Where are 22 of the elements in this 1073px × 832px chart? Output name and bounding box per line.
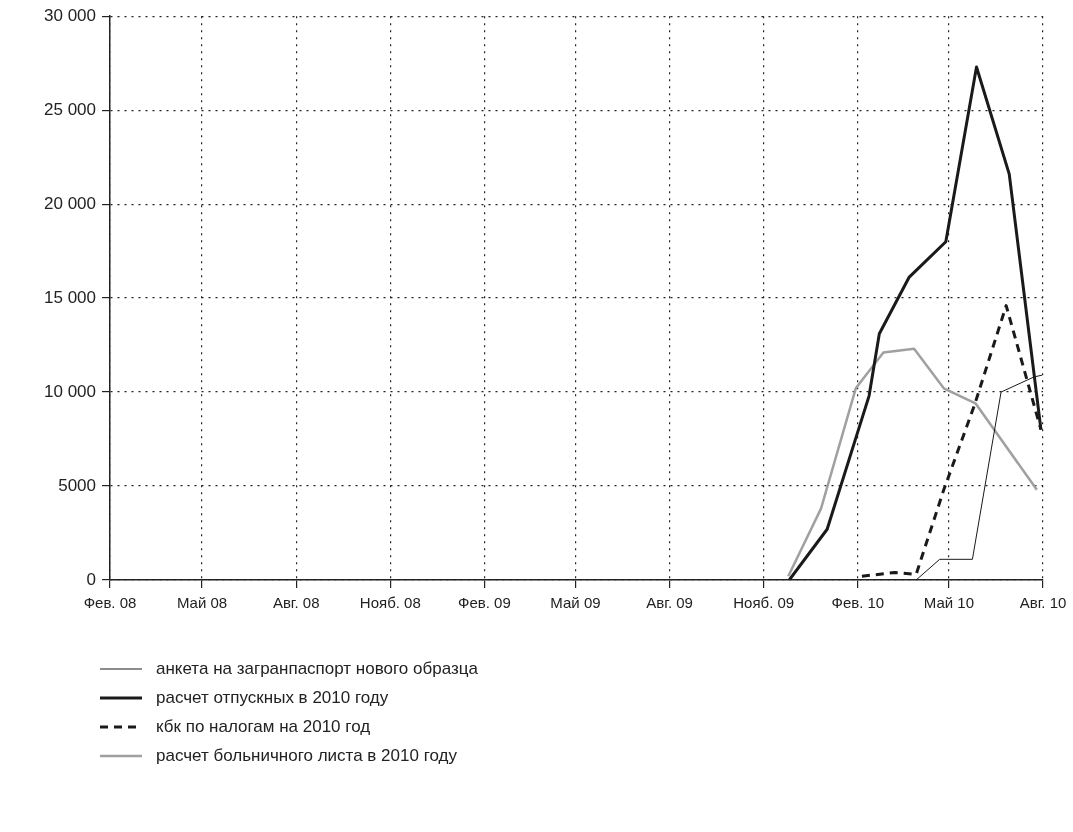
x-tick-label: Фев. 09 <box>458 593 511 611</box>
y-tick-label: 20 000 <box>44 193 96 213</box>
legend-label: расчет отпускных в 2010 году <box>156 687 389 708</box>
legend-label: анкета на загранпаспорт нового образца <box>156 658 478 679</box>
x-tick-label: Фев. 10 <box>831 593 885 611</box>
x-tick-label: Авг. 08 <box>272 593 320 611</box>
y-tick-label: 25 000 <box>44 99 96 119</box>
x-tick-label: Май 10 <box>923 593 975 611</box>
y-tick-label: 5000 <box>58 475 96 495</box>
x-tick-label: Май 09 <box>550 593 601 611</box>
x-tick-label: Авг. 09 <box>646 593 693 611</box>
x-tick-label: Нояб. 08 <box>359 593 421 611</box>
x-tick-label: Авг. 10 <box>1019 593 1067 611</box>
y-tick-label: 0 <box>86 569 96 589</box>
x-tick-label: Фев. 08 <box>83 593 137 611</box>
y-tick-label: 30 000 <box>44 5 96 25</box>
legend-label: расчет больничного листа в 2010 году <box>156 745 457 766</box>
y-tick-label: 15 000 <box>44 287 96 307</box>
x-tick-label: Нояб. 09 <box>733 593 795 611</box>
legend-label: кбк по налогам на 2010 год <box>156 716 371 737</box>
x-tick-label: Май 08 <box>176 593 228 611</box>
y-tick-label: 10 000 <box>44 381 96 401</box>
